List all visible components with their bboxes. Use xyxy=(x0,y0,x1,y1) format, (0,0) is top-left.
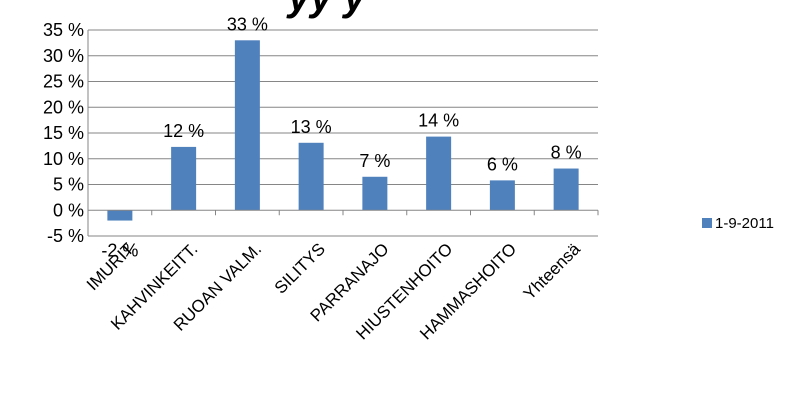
data-label: 6 % xyxy=(487,154,518,174)
data-label: -2 % xyxy=(101,241,138,261)
bars xyxy=(107,40,579,221)
y-axis-ticks: -5 % 0 % 5 % 10 % 15 % 20 % 25 % 30 % 35 % xyxy=(43,20,84,246)
x-tick-label: Yhteensä xyxy=(520,239,585,304)
axes xyxy=(87,30,599,236)
y-tick-label: 25 % xyxy=(43,72,84,92)
y-tick-label: 35 % xyxy=(43,20,84,40)
bar xyxy=(107,210,133,221)
data-label: 33 % xyxy=(227,14,268,34)
data-label: 13 % xyxy=(291,117,332,137)
legend: 1-9-2011 xyxy=(702,215,774,232)
data-label: 14 % xyxy=(418,111,459,131)
y-tick-label: 30 % xyxy=(43,46,84,66)
bar xyxy=(489,180,515,211)
data-label: 8 % xyxy=(551,143,582,163)
legend-label: 1-9-2011 xyxy=(715,215,774,232)
bar xyxy=(298,142,324,211)
y-tick-label: 5 % xyxy=(53,175,84,195)
legend-swatch xyxy=(702,218,712,228)
chart-title-fragment: yy y xyxy=(286,0,368,19)
bar xyxy=(234,40,260,211)
data-label: 7 % xyxy=(359,151,390,171)
x-tick-label: SILITYS xyxy=(271,239,329,297)
bar xyxy=(362,176,388,211)
y-tick-label: 15 % xyxy=(43,123,84,143)
y-tick-label: 20 % xyxy=(43,97,84,117)
data-label: 12 % xyxy=(163,121,204,141)
bar xyxy=(553,168,579,211)
bar xyxy=(171,146,197,211)
y-tick-label: 10 % xyxy=(43,149,84,169)
y-tick-label: -5 % xyxy=(47,226,84,246)
y-tick-label: 0 % xyxy=(53,200,84,220)
bar xyxy=(426,136,452,211)
data-labels: -2 % 12 % 33 % 13 % 7 % 14 % 6 % 8 % xyxy=(101,14,581,260)
